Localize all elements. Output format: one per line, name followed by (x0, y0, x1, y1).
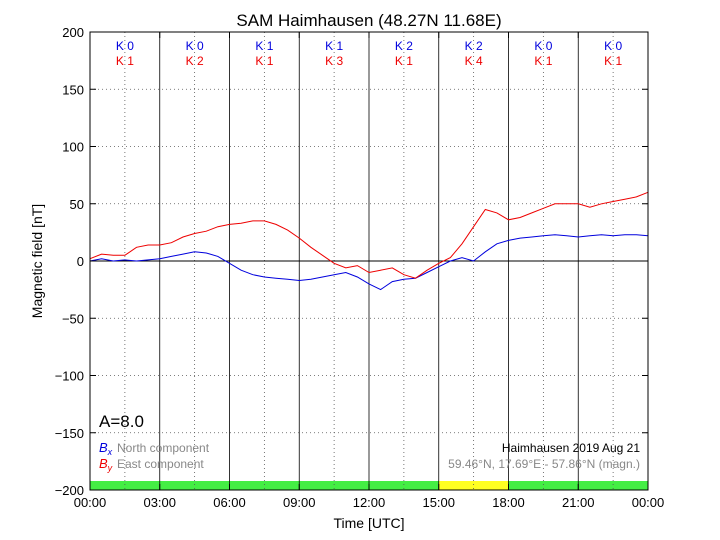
y-tick-label: −150 (55, 426, 84, 441)
station-coords-label: 59.46°N, 17.69°E - 57.86°N (magn.) (448, 457, 640, 471)
a-index-label: A=8.0 (99, 412, 144, 431)
k-index-north-6: K 0 (534, 39, 552, 53)
series-line-east (89, 191, 649, 279)
legend-by-letter: B (99, 456, 108, 471)
y-tick-label: 50 (70, 197, 84, 212)
activity-bar-segment-0 (90, 481, 439, 490)
series-line-north (89, 234, 649, 291)
k-index-east-3: K 3 (325, 54, 343, 68)
axis-ticks: 00:00 03:00 06:00 09:00 12:00 15:00 18:00 21:00… (55, 25, 665, 510)
x-tick-label: 06:00 (213, 495, 246, 510)
legend-bx-letter: B (99, 440, 108, 455)
y-tick-label: 200 (62, 25, 84, 40)
k-index-north-0: K 0 (116, 39, 134, 53)
legend-by-label: East component (117, 457, 204, 471)
k-index-east-5: K 4 (465, 54, 483, 68)
y-tick-label: 150 (62, 82, 84, 97)
activity-bar-segment-1 (438, 481, 509, 490)
y-tick-label: 0 (77, 254, 84, 269)
legend-bx-label: North component (117, 441, 210, 455)
x-tick-label: 18:00 (492, 495, 525, 510)
k-index-north-2: K 1 (255, 39, 273, 53)
x-tick-label: 12:00 (353, 495, 386, 510)
y-tick-label: −100 (55, 369, 84, 384)
k-index-north-3: K 1 (325, 39, 343, 53)
x-axis-label: Time [UTC] (333, 515, 404, 531)
legend-bx-symbol: Bx (99, 440, 113, 457)
x-tick-label: 00:00 (632, 495, 665, 510)
k-index-east-6: K 1 (534, 54, 552, 68)
x-tick-label: 03:00 (143, 495, 176, 510)
chart-title: SAM Haimhausen (48.27N 11.68E) (236, 11, 501, 30)
legend-bx-sub: x (107, 447, 113, 457)
x-tick-label: 00:00 (74, 495, 107, 510)
x-tick-label: 21:00 (562, 495, 595, 510)
legend-by-sub: y (107, 463, 113, 473)
k-index-east-4: K 1 (395, 54, 413, 68)
k-index-east-7: K 1 (604, 54, 622, 68)
x-tick-label: 15:00 (422, 495, 455, 510)
k-index-north-7: K 0 (604, 39, 622, 53)
k-index-north-4: K 2 (395, 39, 413, 53)
y-tick-label: 100 (62, 140, 84, 155)
series-lines (89, 191, 649, 291)
y-axis-label: Magnetic field [nT] (29, 204, 45, 318)
k-index-east-2: K 1 (255, 54, 273, 68)
k-index-east-1: K 2 (186, 54, 204, 68)
y-tick-label: −50 (62, 311, 84, 326)
x-tick-label: 09:00 (283, 495, 316, 510)
k-index-row: K 0K 1K 0K 2K 1K 1K 1K 3K 2K 1K 2K 4K 0K… (116, 39, 623, 68)
y-tick-label: −200 (55, 483, 84, 498)
legend: Bx North component By East component (99, 440, 210, 473)
legend-by-symbol: By (99, 456, 113, 473)
k-index-north-1: K 0 (186, 39, 204, 53)
k-index-east-0: K 1 (116, 54, 134, 68)
k-index-north-5: K 2 (465, 39, 483, 53)
station-date-label: Haimhausen 2019 Aug 21 (502, 441, 640, 455)
